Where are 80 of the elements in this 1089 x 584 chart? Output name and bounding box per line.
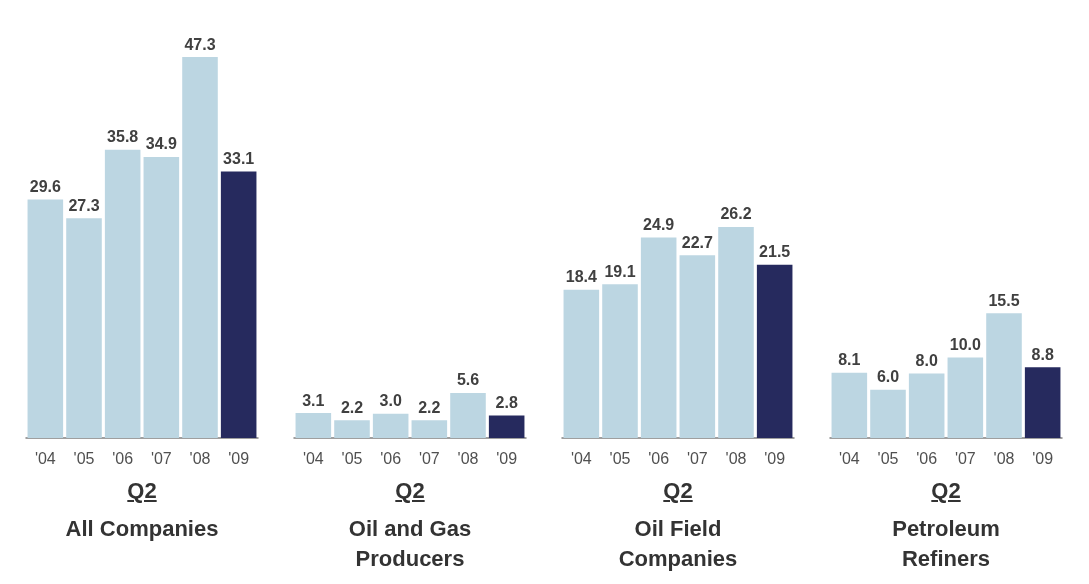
bar — [947, 357, 984, 438]
data-label: 47.3 — [184, 35, 216, 53]
x-tick-label: '06 — [916, 449, 938, 467]
bar — [334, 420, 370, 438]
x-axis-title: Q2 — [930, 478, 962, 504]
x-axis-title: Q2 — [126, 478, 158, 504]
x-axis-title: Q2 — [394, 478, 426, 504]
bar — [143, 156, 180, 438]
bar — [718, 226, 754, 438]
x-tick-label: '04 — [302, 449, 324, 467]
x-tick-label: '07 — [418, 449, 440, 467]
data-label: 33.1 — [223, 149, 255, 167]
bar — [411, 420, 448, 438]
x-tick-label: '07 — [686, 449, 708, 467]
bar — [104, 149, 141, 438]
data-label: 8.0 — [915, 352, 938, 370]
x-tick-label: '08 — [993, 449, 1015, 467]
data-label: 21.5 — [759, 243, 791, 261]
bar — [372, 413, 409, 438]
bar — [450, 392, 486, 438]
x-tick-label: '09 — [1032, 449, 1054, 467]
data-label: 19.1 — [604, 262, 636, 280]
x-tick-label: '08 — [725, 449, 747, 467]
data-label: 2.8 — [495, 393, 518, 411]
data-label: 3.1 — [302, 391, 325, 409]
data-label: 22.7 — [681, 233, 714, 251]
bar — [831, 372, 868, 438]
text: Oil and Gas Producers — [347, 515, 473, 573]
data-label: 24.9 — [643, 215, 675, 233]
bar — [220, 171, 257, 438]
bar — [908, 373, 945, 438]
text: All Companies — [64, 515, 220, 543]
x-tick-label: '05 — [73, 449, 95, 467]
x-tick-label: '04 — [34, 449, 56, 467]
x-tick-label: '06 — [648, 449, 670, 467]
data-label: 5.6 — [456, 371, 480, 389]
x-tick-label: '06 — [380, 449, 402, 467]
bar — [295, 413, 332, 438]
x-axis-title: Q2 — [662, 478, 694, 504]
data-label: 34.9 — [145, 135, 178, 153]
data-label: 26.2 — [720, 205, 752, 223]
text: Oil Field Companies — [617, 515, 739, 573]
bar — [756, 264, 793, 438]
data-label: 2.2 — [340, 398, 364, 416]
bar — [563, 289, 600, 438]
data-label: 15.5 — [988, 291, 1020, 309]
bar — [640, 237, 677, 438]
text: Petroleum Refiners — [891, 515, 1001, 573]
bar — [986, 313, 1022, 438]
data-label: 8.8 — [1031, 345, 1054, 363]
data-label: 10.0 — [949, 335, 982, 353]
data-label: 6.0 — [876, 368, 900, 386]
x-tick-label: '04 — [838, 449, 860, 467]
bar — [679, 255, 716, 438]
bar — [27, 199, 64, 438]
x-tick-label: '08 — [189, 449, 211, 467]
x-tick-label: '09 — [496, 449, 518, 467]
bar — [66, 218, 102, 438]
data-label: 18.4 — [565, 268, 598, 286]
data-label: 29.6 — [29, 178, 62, 196]
x-tick-label: '05 — [877, 449, 899, 467]
x-tick-label: '05 — [341, 449, 363, 467]
bar — [488, 415, 525, 438]
x-tick-label: '06 — [112, 449, 134, 467]
x-tick-label: '04 — [570, 449, 592, 467]
data-label: 2.2 — [418, 398, 441, 416]
data-label: 27.3 — [68, 196, 100, 214]
data-label: 35.8 — [107, 128, 139, 146]
x-tick-label: '05 — [609, 449, 631, 467]
x-tick-label: '07 — [954, 449, 976, 467]
data-label: 3.0 — [379, 392, 402, 410]
x-tick-label: '09 — [764, 449, 786, 467]
x-tick-label: '07 — [150, 449, 172, 467]
bar — [182, 57, 218, 438]
bar — [602, 284, 638, 438]
x-tick-label: '09 — [228, 449, 250, 467]
bar — [870, 389, 906, 438]
bar — [1024, 367, 1061, 438]
data-label: 8.1 — [838, 351, 861, 369]
x-tick-label: '08 — [457, 449, 479, 467]
